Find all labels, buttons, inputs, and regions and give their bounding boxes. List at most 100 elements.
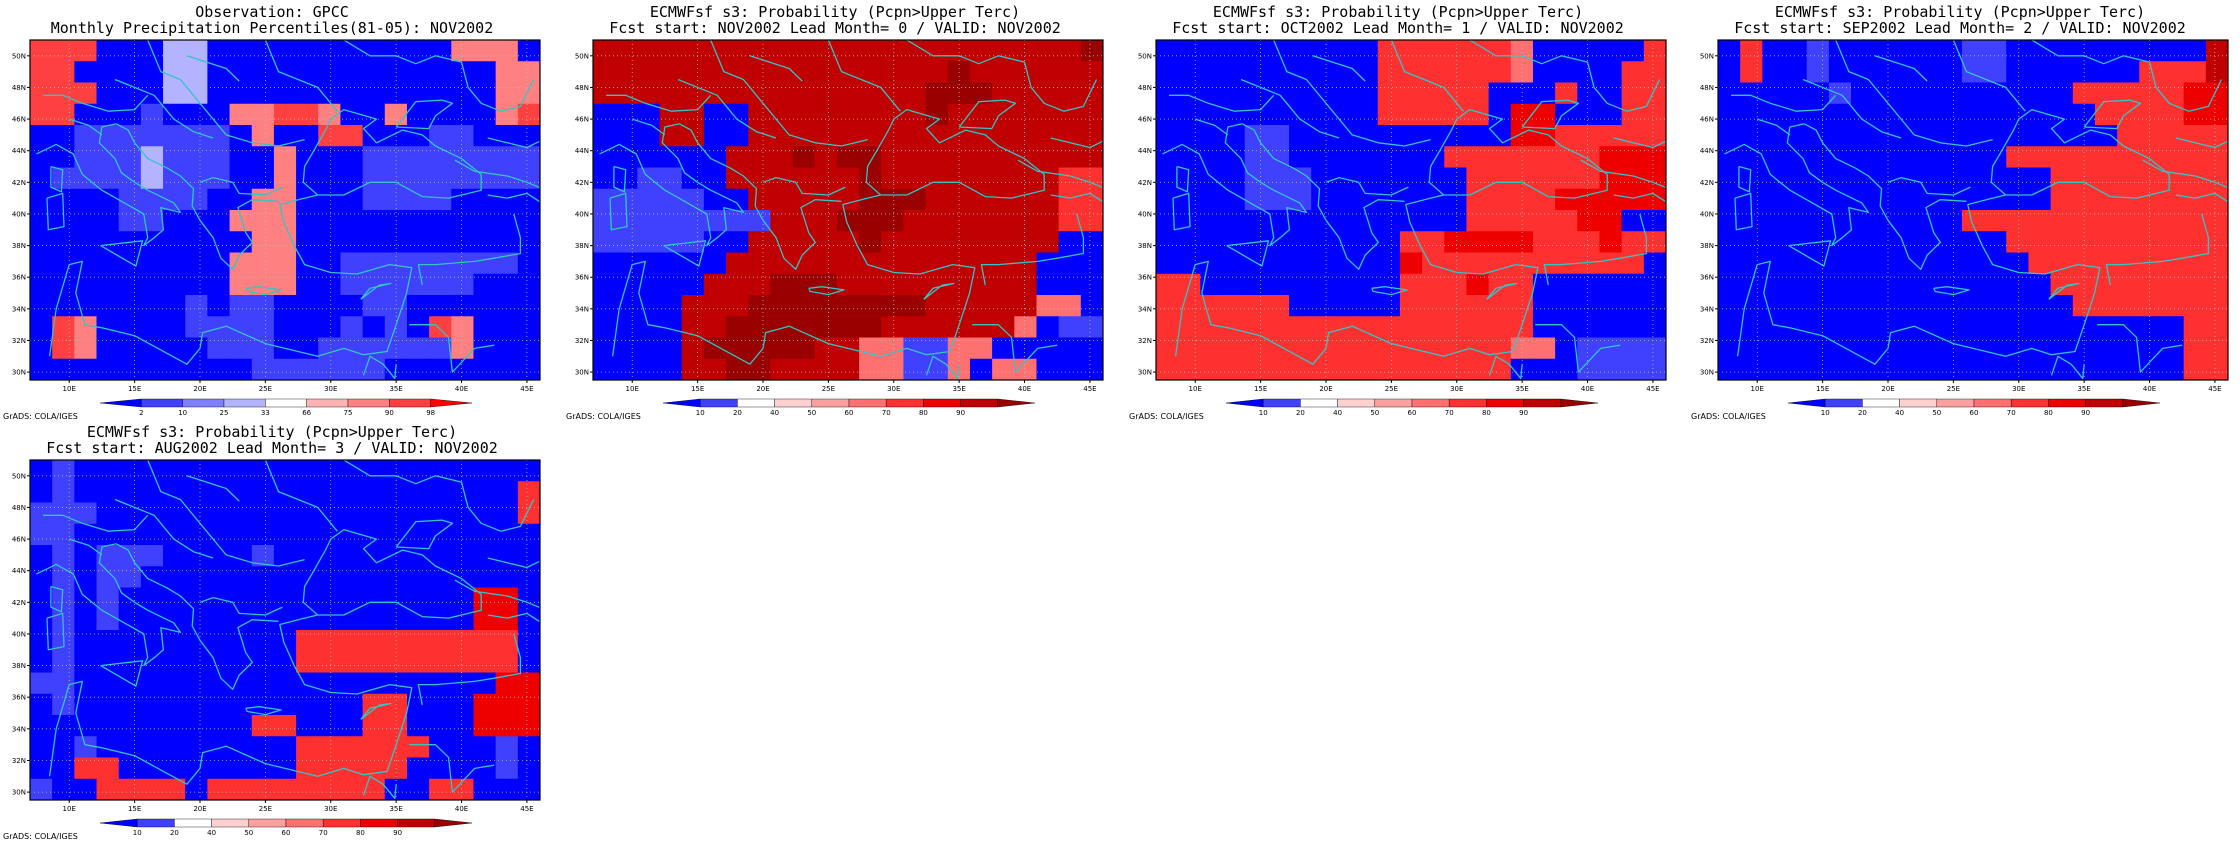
grid-cell: [1895, 82, 1919, 105]
grid-cell: [185, 188, 208, 211]
grid-cell: [52, 40, 75, 62]
grid-cell: [1828, 316, 1852, 338]
grid-cell: [1333, 358, 1357, 381]
grid-cell: [30, 125, 53, 147]
grid-cell: [2139, 82, 2162, 105]
grid-cell: [2006, 82, 2029, 105]
grid-cell: [229, 608, 253, 631]
grid-cell: [429, 523, 452, 546]
grid-cell: [836, 210, 860, 232]
colorbar-swatch: [1411, 398, 1450, 408]
grid-cell: [451, 82, 474, 105]
grid-cell: [836, 295, 860, 317]
grid-cell: [1399, 273, 1423, 296]
grid-cell: [1488, 40, 1512, 62]
grid-cell: [859, 316, 882, 338]
grid-cell: [1266, 252, 1290, 275]
grid-cell: [593, 40, 616, 62]
grid-cell: [1200, 125, 1224, 147]
grid-cell: [52, 460, 75, 482]
grid-cell: [340, 358, 364, 381]
grid-cell: [1156, 103, 1179, 126]
grid-cell: [30, 210, 53, 232]
grid-cell: [207, 61, 231, 83]
grid-cell: [1784, 210, 1808, 232]
grid-cell: [1036, 358, 1060, 381]
grid-cell: [362, 167, 386, 190]
grid-cell: [1222, 125, 1246, 147]
grid-cell: [903, 146, 927, 168]
colorbar-swatch: [285, 818, 324, 828]
grid-cell: [140, 316, 164, 338]
grid-cell: [207, 146, 231, 168]
grid-cell: [1333, 316, 1357, 338]
grid-cell: [74, 715, 98, 737]
grid-cell: [429, 757, 452, 780]
grid-cell: [1399, 103, 1423, 126]
grid-cell: [1984, 273, 2007, 296]
grid-cell: [163, 566, 186, 588]
grid-cell: [273, 778, 297, 801]
grid-cell: [318, 82, 341, 105]
grid-cell: [229, 587, 253, 610]
grid-cell: [2117, 273, 2140, 296]
grid-cell: [903, 316, 927, 338]
grid-cell: [318, 167, 341, 190]
grid-cell: [163, 146, 186, 168]
grid-cell: [1917, 82, 1941, 105]
grid-cell: [495, 672, 519, 695]
lat-tick-label: 48N: [575, 84, 589, 92]
grid-cell: [1311, 316, 1334, 338]
grid-cell: [318, 481, 341, 503]
grid-cell: [30, 523, 53, 546]
grid-cell: [52, 502, 75, 525]
grid-cell: [140, 481, 164, 503]
grid-cell: [251, 651, 275, 673]
grid-cell: [1806, 61, 1830, 83]
grid-cell: [473, 295, 497, 317]
grid-cell: [1333, 125, 1357, 147]
grid-cell: [1784, 295, 1808, 317]
grid-cell: [1244, 40, 1268, 62]
colorbar-label: 60: [1970, 409, 1979, 417]
grid-cell: [1718, 316, 1741, 338]
grid-cell: [1643, 295, 1667, 317]
grid-cell: [1917, 252, 1941, 275]
grid-cell: [1058, 188, 1082, 211]
grid-cell: [2205, 273, 2229, 296]
grid-cell: [859, 40, 882, 62]
grid-cell: [495, 231, 519, 253]
grid-cell: [118, 210, 142, 232]
grid-cell: [296, 523, 319, 546]
map-frame: [1155, 39, 1667, 381]
grid-cell: [273, 252, 297, 275]
grid-cell: [118, 630, 142, 652]
grid-cell: [2161, 188, 2185, 211]
grid-cell: [1444, 188, 1467, 211]
grid-cell: [473, 566, 497, 588]
grid-cell: [384, 316, 408, 338]
grid-cell: [517, 273, 541, 296]
grid-cell: [1333, 82, 1357, 105]
grid-cell: [1895, 252, 1919, 275]
grid-cell: [1510, 295, 1534, 317]
grid-cell: [1917, 167, 1941, 190]
grid-cell: [1621, 82, 1645, 105]
grid-cell: [207, 672, 231, 695]
grid-cell: [406, 61, 430, 83]
grid-cell: [185, 630, 208, 652]
grid-cell: [429, 82, 452, 105]
grid-cell: [74, 566, 98, 588]
grid-cell: [748, 358, 771, 381]
grid-cell: [1984, 231, 2007, 253]
grid-cell: [185, 778, 208, 801]
colorbar-swatch: [1787, 398, 1826, 408]
grid-cell: [273, 460, 297, 482]
grid-cell: [473, 125, 497, 147]
grid-cell: [2161, 210, 2185, 232]
map-panel: ECMWFsf s3: Probability (Pcpn>Upper Terc…: [565, 0, 1105, 421]
grid-cell: [495, 778, 519, 801]
grid-cell: [96, 481, 120, 503]
grid-cell: [881, 316, 904, 338]
grid-cell: [1036, 210, 1060, 232]
